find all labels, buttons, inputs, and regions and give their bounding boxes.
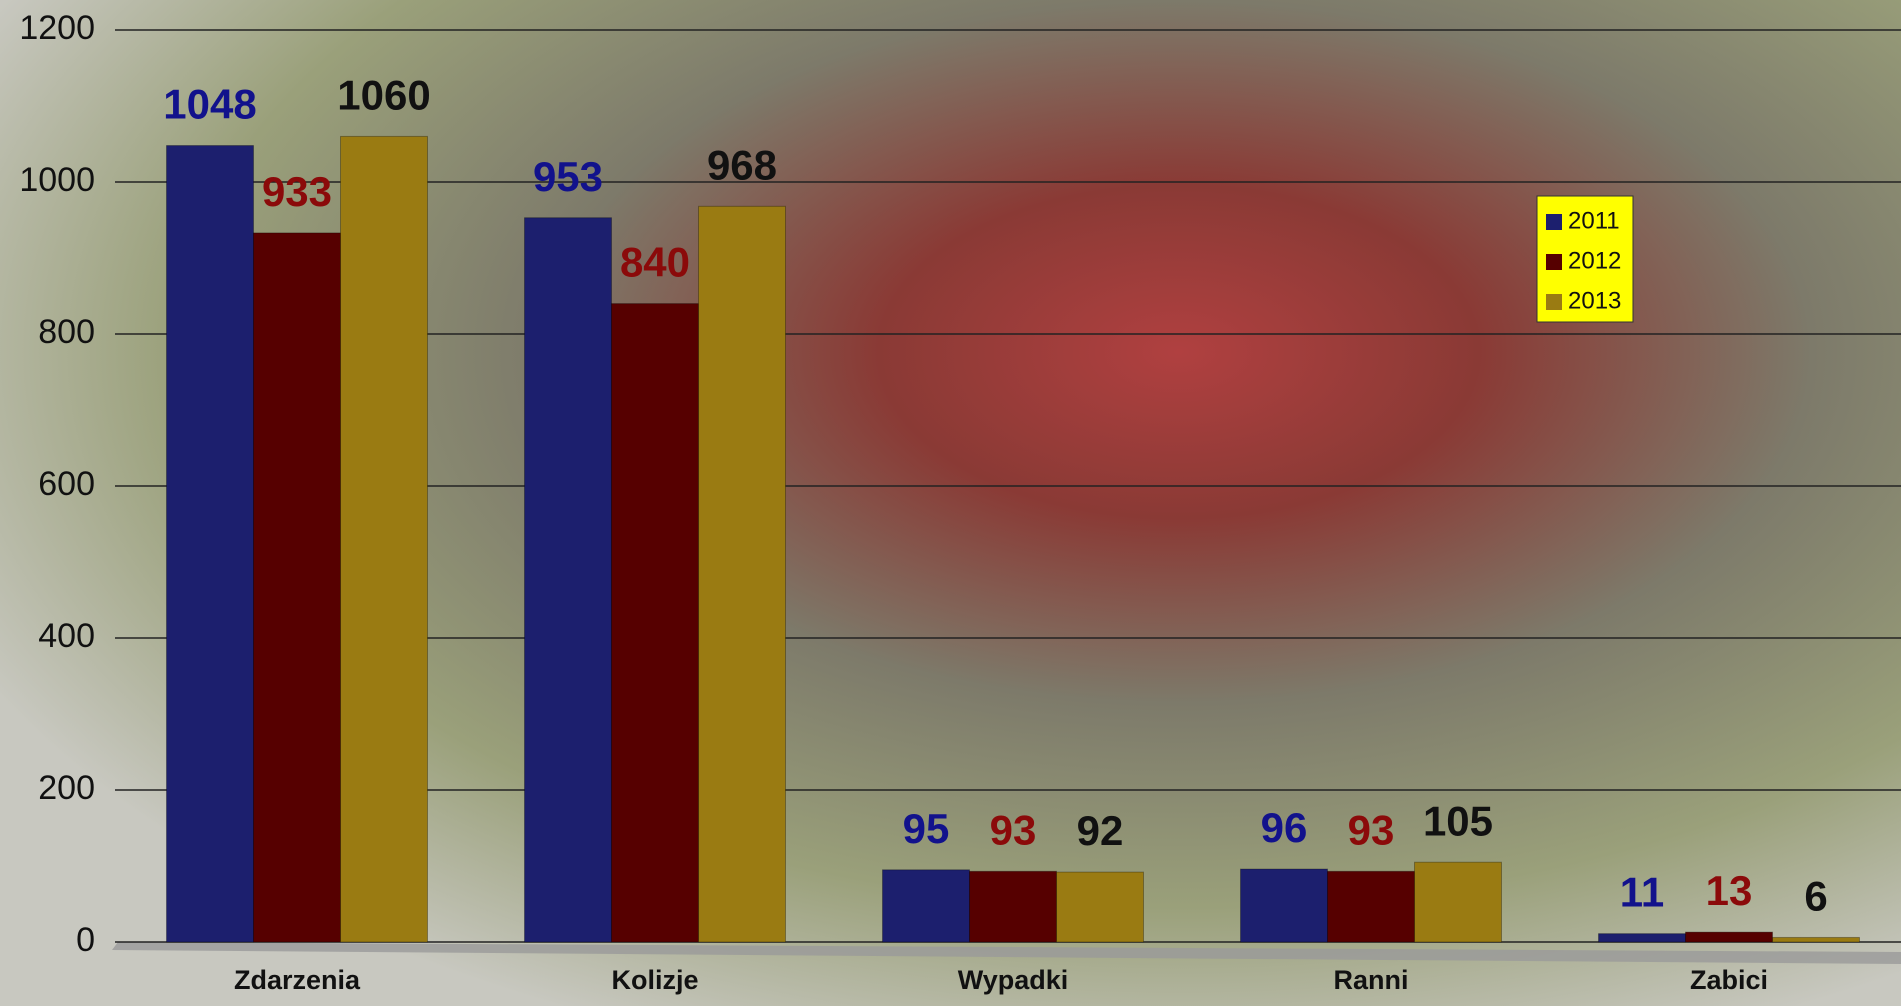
value-label: 13 <box>1706 867 1753 914</box>
x-tick-label: Zabici <box>1690 965 1768 995</box>
value-label: 92 <box>1077 807 1124 854</box>
bar <box>525 218 612 942</box>
y-tick-label: 600 <box>38 465 95 503</box>
bar <box>699 206 786 942</box>
value-label: 96 <box>1261 804 1308 851</box>
value-label: 840 <box>620 239 690 286</box>
y-tick-label: 1000 <box>19 161 95 199</box>
legend: 2011 2012 2013 <box>1537 196 1633 322</box>
x-tick-label: Wypadki <box>958 965 1069 995</box>
y-tick-label: 200 <box>38 769 95 807</box>
value-label: 968 <box>707 141 777 188</box>
y-tick-label: 800 <box>38 313 95 351</box>
bar <box>167 146 254 942</box>
y-tick-label: 400 <box>38 617 95 655</box>
bar <box>1773 937 1860 942</box>
value-label: 1048 <box>163 81 256 128</box>
chart: 0 200 400 600 800 1000 1200 Zdarzenia 1048933 106… <box>0 0 1901 1006</box>
legend-label: 2011 <box>1568 207 1620 234</box>
bar <box>1241 869 1328 942</box>
legend-marker <box>1546 214 1562 230</box>
bar <box>1328 871 1415 942</box>
bar <box>1599 934 1686 942</box>
value-label: 93 <box>1348 806 1395 853</box>
legend-marker <box>1546 294 1562 310</box>
y-tick-label: 0 <box>76 921 95 959</box>
bar <box>1057 872 1144 942</box>
legend-label: 2012 <box>1568 247 1621 274</box>
x-tick-label: Ranni <box>1333 965 1408 995</box>
value-label: 105 <box>1423 797 1493 844</box>
bar <box>612 304 699 942</box>
legend-label: 2013 <box>1568 287 1621 314</box>
x-tick-label: Kolizje <box>611 965 698 995</box>
bar <box>254 233 341 942</box>
value-label: 11 <box>1620 869 1664 916</box>
value-label: 953 <box>533 153 603 200</box>
y-tick-label: 1200 <box>19 9 95 47</box>
bar <box>883 870 970 942</box>
value-label: 1060 <box>337 71 430 118</box>
floor <box>112 942 1901 964</box>
value-label: 93 <box>990 806 1037 853</box>
legend-marker <box>1546 254 1562 270</box>
bar <box>341 136 428 942</box>
bar <box>970 871 1057 942</box>
x-tick-label: Zdarzenia <box>234 965 361 995</box>
value-label: 6 <box>1804 873 1827 920</box>
bar <box>1415 862 1502 942</box>
value-label: 95 <box>903 805 950 852</box>
page: 0 200 400 600 800 1000 1200 Zdarzenia 1048933 106… <box>0 0 1901 1006</box>
bar <box>1686 932 1773 942</box>
value-label: 933 <box>262 168 332 215</box>
